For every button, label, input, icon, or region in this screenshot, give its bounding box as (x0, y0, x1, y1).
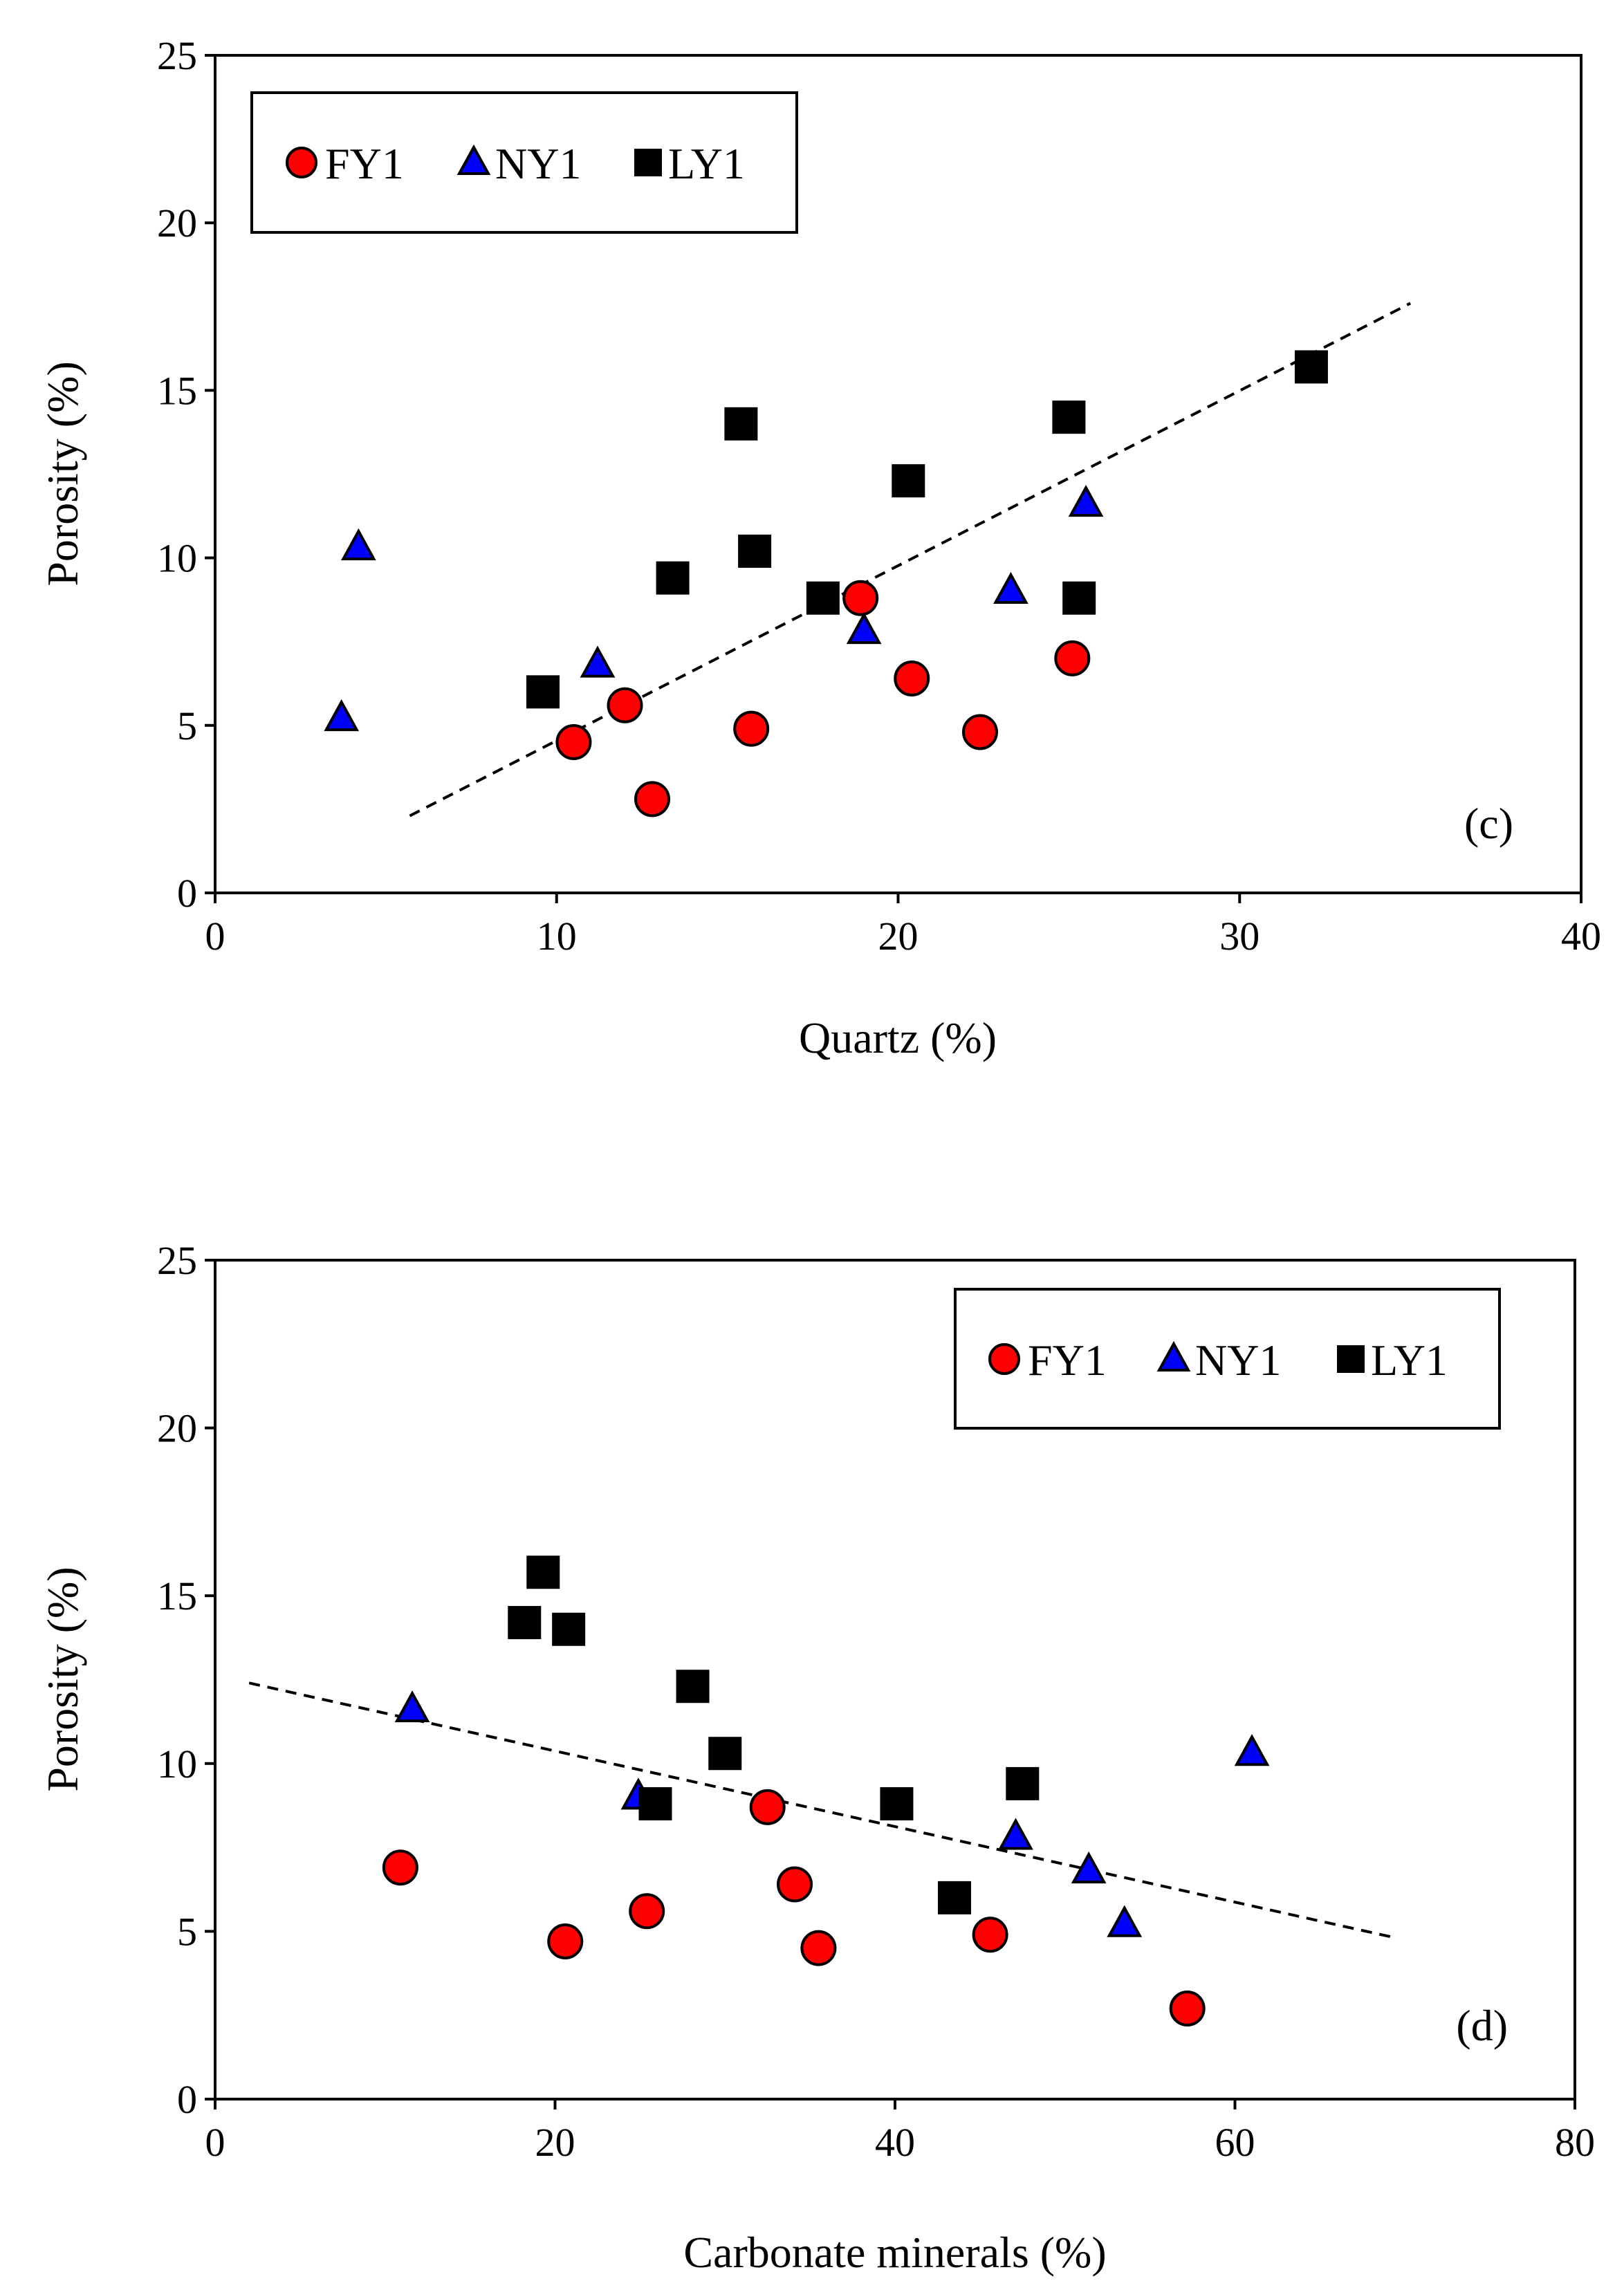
point-fy1 (1054, 640, 1091, 676)
point-fy1 (547, 1923, 584, 1959)
point-ny1 (340, 528, 376, 561)
point-ny1 (1234, 1734, 1270, 1766)
x-axis: 0 20 40 60 80 (205, 2099, 1595, 2165)
y-axis: 0 5 10 15 20 25 (157, 33, 215, 916)
legend-marker-fy1 (286, 147, 317, 178)
legend: FY1 NY1 LY1 (250, 91, 798, 234)
point-fy1 (777, 1866, 813, 1903)
y-tick-label: 5 (177, 1909, 197, 1954)
legend-marker-ny1 (1156, 1340, 1191, 1372)
x-tick-label: 0 (205, 914, 225, 959)
point-fy1 (607, 687, 643, 723)
point-ny1 (1071, 1851, 1107, 1884)
y-axis: 0 5 10 15 20 25 (157, 1238, 215, 2122)
data-points (382, 1555, 1270, 2026)
legend-label-ny1: NY1 (1195, 1336, 1281, 1385)
point-ny1 (1068, 484, 1104, 517)
x-tick-label: 80 (1555, 2120, 1595, 2165)
point-ly1 (676, 1670, 710, 1703)
point-ly1 (1052, 400, 1086, 434)
point-fy1 (1169, 1990, 1206, 2026)
legend-marker-ny1 (456, 144, 491, 175)
point-ny1 (580, 645, 616, 678)
point-ly1 (1294, 350, 1328, 384)
x-axis: 0 10 20 30 40 (205, 893, 1601, 959)
legend-label-fy1: FY1 (1028, 1336, 1107, 1385)
point-ly1 (638, 1787, 672, 1821)
legend-marker-ly1 (1337, 1345, 1365, 1373)
scatter-panel-quartz: 0 5 10 15 20 25 0 10 20 30 40 Quartz (%) Porosity… (38, 33, 1601, 1062)
x-tick-label: 30 (1219, 914, 1259, 959)
point-ly1 (880, 1787, 914, 1821)
legend: FY1 NY1 LY1 (954, 1288, 1501, 1430)
scatter-panel-carbonate: 0 5 10 15 20 25 0 20 40 60 80 Carbonate minerals … (38, 1238, 1595, 2277)
point-fy1 (800, 1930, 837, 1966)
y-tick-label: 20 (157, 1406, 197, 1451)
trendline (248, 1681, 1397, 1940)
point-fy1 (733, 710, 770, 747)
point-fy1 (634, 781, 670, 818)
point-ly1 (552, 1612, 586, 1646)
point-ly1 (1062, 581, 1096, 615)
x-axis-label: Carbonate minerals (%) (683, 2228, 1106, 2277)
point-ly1 (892, 464, 925, 498)
y-tick-label: 0 (177, 871, 197, 916)
point-ny1 (846, 612, 882, 645)
point-ly1 (938, 1881, 972, 1914)
x-tick-label: 20 (535, 2120, 575, 2165)
point-ly1 (508, 1606, 542, 1640)
point-ny1 (1107, 1905, 1143, 1937)
x-axis-label: Quartz (%) (799, 1013, 997, 1062)
point-ny1 (394, 1690, 430, 1723)
y-tick-label: 5 (177, 703, 197, 748)
legend-box (954, 1288, 1501, 1430)
y-tick-label: 15 (157, 1573, 197, 1618)
y-axis-label: Porosity (%) (38, 361, 87, 586)
point-ly1 (738, 534, 772, 568)
panel-label: (d) (1456, 2001, 1508, 2050)
y-tick-label: 15 (157, 368, 197, 413)
x-tick-label: 0 (205, 2120, 225, 2165)
x-tick-label: 40 (1561, 914, 1601, 959)
legend-label-fy1: FY1 (325, 139, 404, 188)
data-points (324, 350, 1328, 818)
legend-marker-fy1 (988, 1343, 1020, 1375)
point-fy1 (842, 580, 879, 616)
point-ly1 (526, 675, 560, 709)
y-tick-label: 10 (157, 1742, 197, 1786)
y-tick-label: 20 (157, 201, 197, 246)
point-fy1 (629, 1893, 665, 1930)
point-ly1 (708, 1737, 742, 1771)
legend-label-ly1: LY1 (668, 139, 745, 188)
legend-label-ly1: LY1 (1371, 1336, 1448, 1385)
point-fy1 (382, 1849, 418, 1886)
point-fy1 (555, 724, 592, 761)
point-fy1 (972, 1917, 1008, 1953)
point-fy1 (962, 714, 998, 750)
point-ly1 (656, 561, 690, 595)
point-ly1 (526, 1555, 560, 1589)
point-ly1 (724, 407, 758, 441)
point-ly1 (806, 581, 840, 615)
legend-box (250, 91, 798, 234)
y-axis-label: Porosity (%) (38, 1567, 87, 1791)
y-tick-label: 25 (157, 33, 197, 78)
legend-label-ny1: NY1 (495, 139, 581, 188)
point-ny1 (993, 571, 1028, 604)
point-ny1 (324, 699, 360, 732)
panel-label: (c) (1464, 799, 1513, 848)
y-tick-label: 25 (157, 1238, 197, 1283)
y-tick-label: 0 (177, 2077, 197, 2122)
x-tick-label: 60 (1215, 2120, 1255, 2165)
x-tick-label: 40 (875, 2120, 915, 2165)
x-tick-label: 20 (878, 914, 919, 959)
point-fy1 (894, 660, 930, 696)
point-ly1 (1006, 1766, 1040, 1800)
point-ny1 (998, 1818, 1033, 1850)
x-tick-label: 10 (537, 914, 577, 959)
point-fy1 (749, 1789, 786, 1825)
legend-marker-ly1 (634, 149, 662, 176)
y-tick-label: 10 (157, 536, 197, 581)
